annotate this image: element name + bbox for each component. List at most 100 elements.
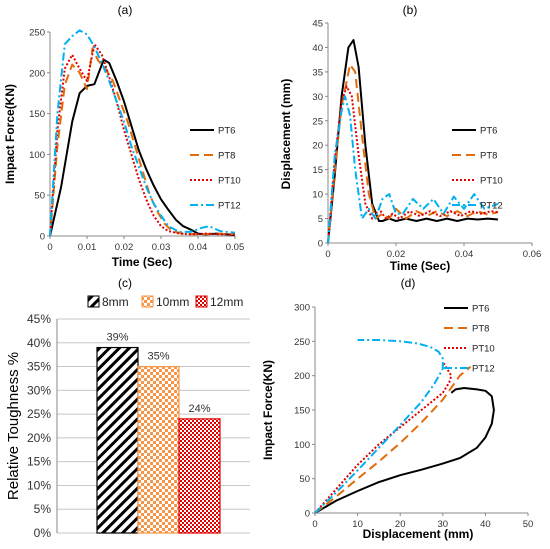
legend-label-pt10: PT10 bbox=[480, 176, 503, 187]
x-axis-label: Time (Sec) bbox=[390, 259, 450, 273]
x-tick-label: 0 bbox=[325, 249, 330, 260]
x-tick-label: 0.03 bbox=[152, 242, 171, 253]
x-tick-label: 0.04 bbox=[455, 249, 474, 260]
y-tick-label: 30% bbox=[27, 383, 51, 397]
y-tick-label: 250 bbox=[29, 28, 45, 39]
bar-12mm bbox=[178, 418, 221, 534]
y-tick-label: 40 bbox=[312, 43, 323, 54]
legend-label-8mm: 8mm bbox=[102, 295, 129, 309]
x-tick-label: 40 bbox=[480, 519, 491, 530]
legend-label-pt8: PT8 bbox=[472, 324, 489, 335]
y-tick-label: 15% bbox=[27, 455, 51, 469]
y-tick-label: 15 bbox=[312, 165, 323, 176]
x-tick-label: 0 bbox=[47, 242, 52, 253]
y-tick-label: 25 bbox=[312, 116, 323, 127]
y-tick-label: 20 bbox=[312, 141, 323, 152]
y-tick-label: 45 bbox=[312, 19, 323, 30]
y-tick-label: 200 bbox=[29, 68, 45, 79]
chart-panel-b: (b) 0 5 10 15 20 25 30 35 40 45 0 0.02 0.04 0.06 Time (… bbox=[279, 3, 541, 273]
panel-label: (b) bbox=[403, 3, 418, 17]
series-line-pt6 bbox=[327, 39, 499, 244]
y-tick-label: 0% bbox=[34, 526, 52, 540]
x-tick-label: 0.02 bbox=[115, 242, 134, 253]
series-line-pt8 bbox=[327, 63, 499, 244]
legend-label-pt10: PT10 bbox=[472, 344, 495, 355]
series-line-pt10 bbox=[327, 85, 499, 244]
legend-label-pt10: PT10 bbox=[218, 176, 241, 187]
y-tick-label: 200 bbox=[294, 371, 310, 382]
y-tick-label: 45% bbox=[27, 312, 51, 326]
y-tick-label: 30 bbox=[312, 92, 323, 103]
y-tick-label: 20% bbox=[27, 431, 51, 445]
y-tick-label: 100 bbox=[29, 150, 45, 161]
legend-label-pt6: PT6 bbox=[218, 126, 235, 137]
bar-10mm bbox=[137, 365, 180, 534]
series-line-pt8 bbox=[314, 365, 472, 514]
legend-label-pt12: PT12 bbox=[218, 201, 241, 212]
series-line-pt10 bbox=[314, 361, 453, 514]
y-tick-label: 150 bbox=[294, 406, 310, 417]
y-tick-label: 150 bbox=[29, 109, 45, 120]
data-label-10mm: 35% bbox=[147, 351, 169, 363]
x-tick-label: 0 bbox=[312, 519, 317, 530]
y-tick-label: 0 bbox=[318, 239, 323, 250]
series-line-pt10 bbox=[49, 43, 235, 237]
series-line-pt6 bbox=[314, 387, 495, 514]
x-axis-label: Displacement (mm) bbox=[363, 527, 474, 541]
y-tick-label: 5 bbox=[318, 214, 323, 225]
y-tick-label: 10% bbox=[27, 478, 51, 492]
x-tick-label: 0.01 bbox=[78, 242, 97, 253]
x-tick-label: 30 bbox=[438, 519, 449, 530]
series-line-pt6 bbox=[49, 58, 236, 237]
y-tick-label: 50 bbox=[34, 191, 45, 202]
y-tick-label: 100 bbox=[294, 440, 310, 451]
legend-label-10mm: 10mm bbox=[156, 295, 189, 309]
x-tick-label: 20 bbox=[395, 519, 406, 530]
panel-label: (d) bbox=[401, 276, 416, 290]
chart-panel-c: (c) 0% 5% 10% 15% 20% 25% 30% 35% 40% 45% Relative … bbox=[5, 276, 250, 540]
x-tick-label: 0.04 bbox=[189, 242, 208, 253]
y-tick-label: 40% bbox=[27, 336, 51, 350]
legend-label-pt12: PT12 bbox=[480, 201, 503, 212]
y-tick-label: 5% bbox=[34, 502, 52, 516]
y-tick-label: 35 bbox=[312, 67, 323, 78]
y-tick-label: 0 bbox=[305, 509, 310, 520]
legend-label-pt12: PT12 bbox=[472, 364, 495, 375]
series-line-pt8 bbox=[49, 47, 236, 237]
legend-label-pt8: PT8 bbox=[480, 151, 497, 162]
chart-panel-d: (d) 0 50 100 150 200 250 300 0 10 20 30 40 50 Displace… bbox=[261, 276, 533, 541]
legend-swatch-10mm bbox=[141, 295, 154, 308]
y-tick-label: 10 bbox=[312, 190, 323, 201]
x-tick-label: 10 bbox=[352, 519, 363, 530]
panel-label: (a) bbox=[118, 3, 133, 17]
legend-label-pt8: PT8 bbox=[218, 151, 235, 162]
series-line-pt12 bbox=[49, 29, 236, 237]
y-tick-label: 25% bbox=[27, 407, 51, 421]
legend-swatch-12mm bbox=[195, 295, 208, 308]
x-tick-label: 0.02 bbox=[387, 249, 406, 260]
x-tick-label: 0.05 bbox=[226, 242, 245, 253]
y-tick-label: 35% bbox=[27, 360, 51, 374]
legend-label-pt6: PT6 bbox=[480, 126, 497, 137]
bar-8mm bbox=[96, 346, 139, 534]
panel-label: (c) bbox=[118, 276, 132, 290]
y-axis-label: Impact Force(KN) bbox=[3, 84, 17, 184]
y-axis-label: Impact Force(KN) bbox=[261, 360, 275, 460]
x-axis-label: Time (Sec) bbox=[112, 255, 172, 269]
legend-label-12mm: 12mm bbox=[210, 295, 243, 309]
data-label-12mm: 24% bbox=[188, 403, 210, 415]
y-axis-label: Displacement (mm) bbox=[279, 79, 293, 190]
y-axis-label: Relative Toughness % bbox=[5, 352, 22, 500]
y-tick-label: 50 bbox=[299, 474, 310, 485]
chart-panel-a: (a) 0 50 100 150 200 250 0 0.01 0.02 0.03 0.04 0.05 T… bbox=[3, 3, 244, 269]
y-tick-label: 0 bbox=[40, 232, 45, 243]
x-tick-label: 50 bbox=[523, 519, 534, 530]
data-label-8mm: 39% bbox=[106, 332, 128, 344]
series-line-pt12 bbox=[327, 95, 499, 244]
legend-label-pt6: PT6 bbox=[472, 304, 489, 315]
legend-swatch-8mm bbox=[87, 295, 100, 308]
x-tick-label: 0.06 bbox=[523, 249, 542, 260]
series-line-pt12 bbox=[314, 339, 444, 514]
y-tick-label: 250 bbox=[294, 337, 310, 348]
